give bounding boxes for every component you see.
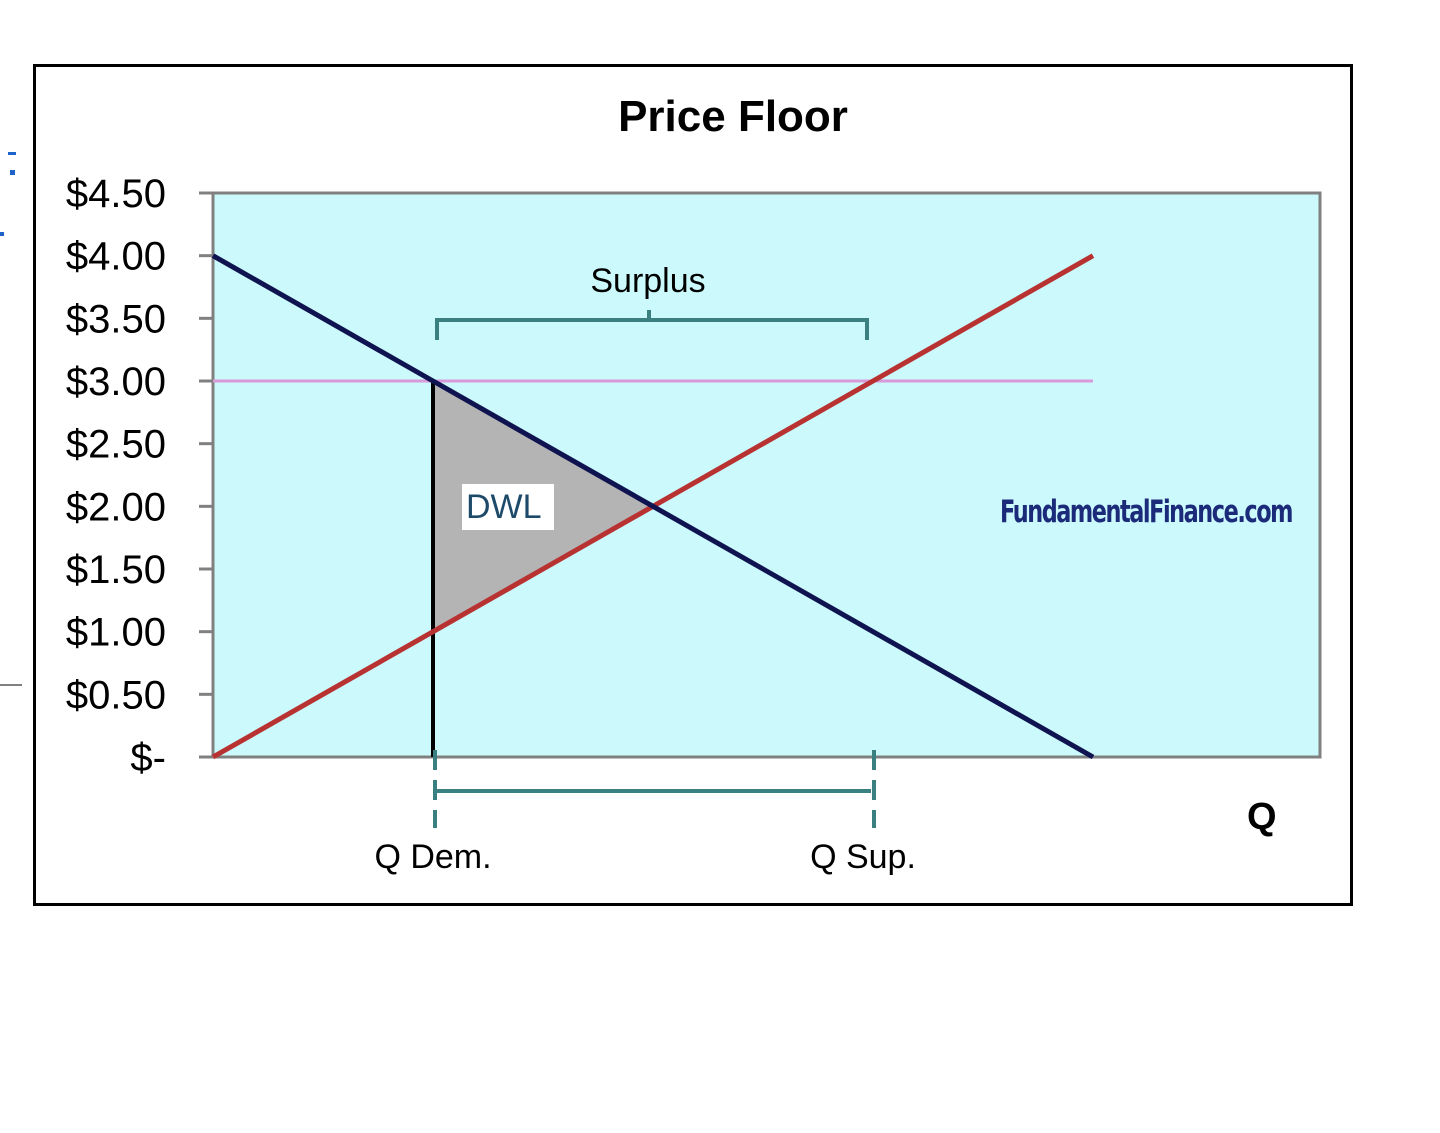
y-tick-label-7: $1.00 (66, 611, 166, 655)
y-tick-label-5: $2.00 (66, 485, 166, 529)
y-tick-label-2: $3.50 (66, 297, 166, 341)
plot-area (211, 191, 1322, 759)
annotation-layer: Surplus DWL Q Dem. Q Sup. FundamentalFinance… (374, 262, 1294, 876)
chart-title: Price Floor (618, 92, 848, 141)
dwl-label-box (462, 484, 554, 530)
watermark-text: FundamentalFinance.com (1000, 494, 1292, 530)
y-tick-label-3: $3.00 (66, 360, 166, 404)
y-tick-label-8: $0.50 (66, 673, 166, 717)
stray-divider (0, 684, 22, 686)
q-demanded-label: Q Dem. (374, 838, 491, 876)
y-axis-ticks: $4.50 $4.00 $3.50 $3.00 $2.50 $2.00 $1.50 $1.00… (66, 172, 213, 780)
demand-curve (211, 253, 1095, 760)
q-supplied-label: Q Sup. (810, 838, 916, 876)
stray-mark-top (8, 152, 16, 155)
dwl-label: DWL (466, 488, 542, 526)
surplus-bracket (435, 310, 869, 340)
stray-mark-bottom (0, 232, 4, 236)
y-tick-label-9: $- (130, 736, 166, 780)
surplus-label: Surplus (590, 262, 705, 300)
y-tick-label-4: $2.50 (66, 423, 166, 467)
stray-mark-dot (10, 170, 15, 175)
y-tick-label-1: $4.00 (66, 235, 166, 279)
y-tick-label-6: $1.50 (66, 548, 166, 592)
y-tick-label-0: $4.50 (66, 172, 166, 216)
x-axis-label: Q (1247, 796, 1277, 838)
